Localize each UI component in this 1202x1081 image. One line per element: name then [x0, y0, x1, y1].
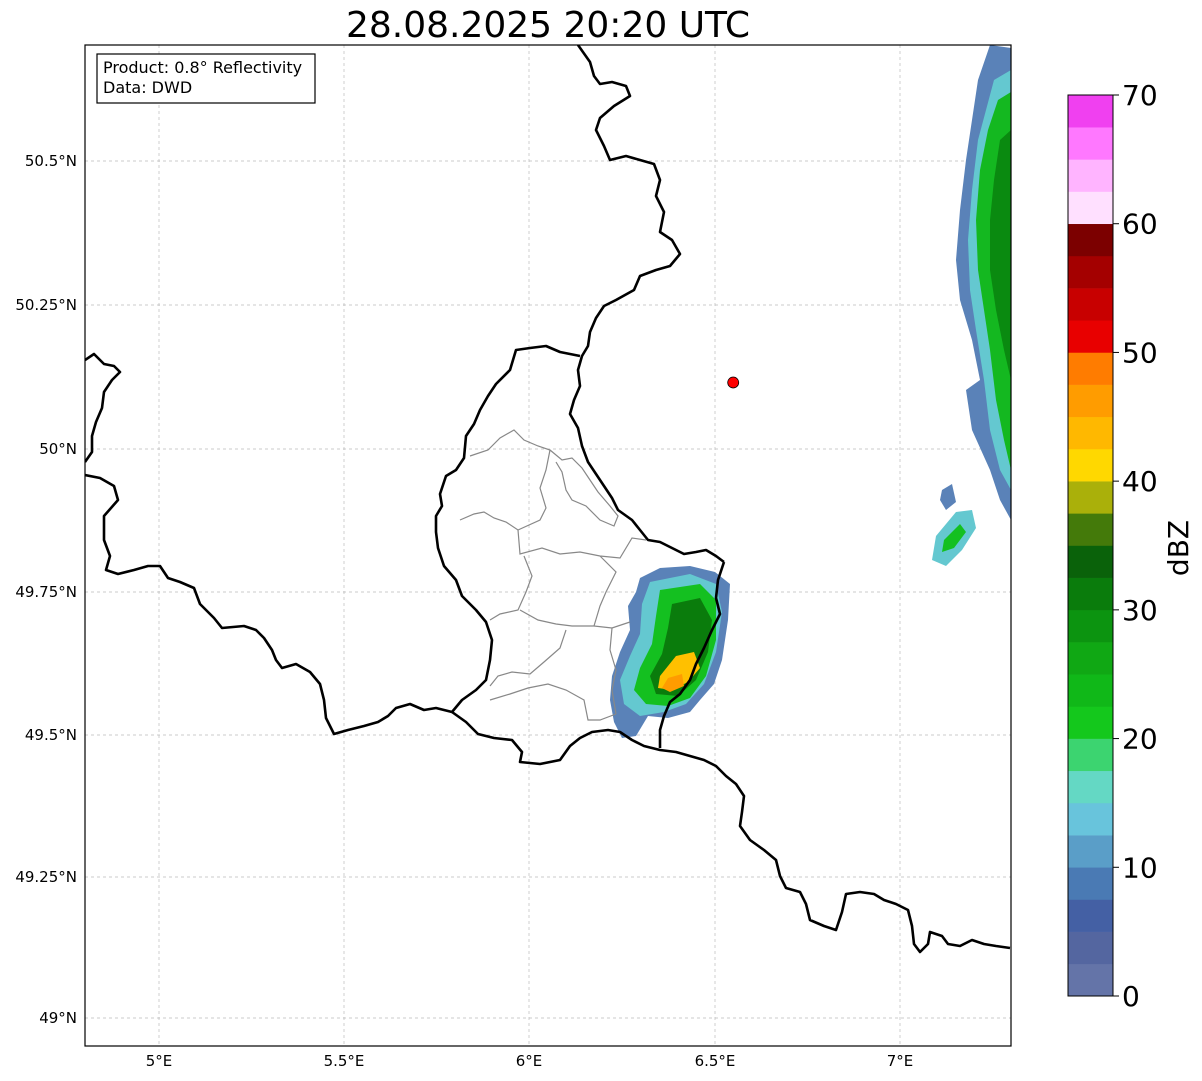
- y-tick-49-25n: 49.25°N: [15, 868, 77, 886]
- colorbar-segment: [1068, 416, 1113, 450]
- y-tick-49-75n: 49.75°N: [15, 583, 77, 601]
- border-be-de: [568, 45, 725, 564]
- canton-border-7: [489, 629, 567, 687]
- colorbar-segment: [1068, 899, 1113, 932]
- border-lu-de-mosel: [658, 561, 726, 748]
- colorbar-segment: [1068, 867, 1113, 900]
- colorbar-tick-label: 30: [1122, 594, 1158, 627]
- colorbar-segment: [1068, 384, 1113, 418]
- colorbar-tick-label: 0: [1122, 980, 1140, 1013]
- colorbar-segment: [1068, 448, 1113, 482]
- colorbar-segment: [1068, 95, 1113, 128]
- national-borders: [85, 45, 1011, 954]
- echo-core-orange: [662, 674, 684, 692]
- info-box: Product: 0.8° Reflectivity Data: DWD: [96, 53, 316, 104]
- canton-border-5: [519, 609, 631, 629]
- colorbar-segment: [1068, 674, 1113, 707]
- info-product: Product: 0.8° Reflectivity: [103, 58, 302, 77]
- colorbar-segment: [1068, 255, 1113, 289]
- border-fr-south: [451, 710, 1011, 954]
- colorbar-segment: [1068, 770, 1113, 804]
- colorbar-segment: [1068, 513, 1113, 546]
- colorbar-segment: [1068, 963, 1113, 997]
- colorbar-label: dBZ: [1162, 520, 1195, 576]
- colorbar-tick-label: 60: [1122, 208, 1158, 241]
- colorbar-segment: [1068, 545, 1113, 578]
- colorbar-segment: [1068, 352, 1113, 385]
- y-axis: 50.5°N 50.25°N 50°N 49.75°N 49.5°N 49.25…: [15, 152, 77, 1027]
- canton-border-4: [489, 555, 533, 621]
- colorbar-segment: [1068, 127, 1113, 160]
- border-nw: [85, 352, 122, 463]
- colorbar-tick-label: 50: [1122, 336, 1158, 369]
- colorbar-tick-label: 40: [1122, 465, 1158, 498]
- colorbar-segment: [1068, 642, 1113, 675]
- y-tick-49n: 49°N: [39, 1009, 77, 1027]
- colorbar-segment: [1068, 738, 1113, 772]
- colorbar-segment: [1068, 191, 1113, 225]
- radar-echo-band-east: [932, 45, 1011, 566]
- border-be-fr-west: [85, 473, 453, 736]
- y-tick-49-5n: 49.5°N: [25, 726, 77, 744]
- y-tick-50n: 50°N: [39, 440, 77, 458]
- map-grid: [85, 45, 1011, 1046]
- radar-site-marker[interactable]: [727, 376, 740, 389]
- colorbar-segment: [1068, 609, 1113, 643]
- x-tick-6-5e: 6.5°E: [695, 1052, 736, 1070]
- colorbar-segment: [1068, 577, 1113, 611]
- info-data: Data: DWD: [103, 78, 192, 97]
- colorbar-ticks: 0 10 20 30 40 50 60 70: [1113, 79, 1158, 1013]
- border-lu-west-north: [434, 344, 581, 713]
- x-tick-5-5e: 5.5°E: [324, 1052, 365, 1070]
- colorbar-segment: [1068, 802, 1113, 836]
- canton-borders: [459, 429, 647, 721]
- band-small-2-core: [942, 524, 966, 552]
- y-tick-50-25n: 50.25°N: [15, 296, 77, 314]
- colorbar-segment: [1068, 835, 1113, 868]
- map-frame: [84, 44, 1012, 1047]
- colorbar-segment: [1068, 223, 1113, 257]
- band-dark-green: [990, 130, 1011, 380]
- canton-border-9: [609, 627, 617, 715]
- colorbar-segment: [1068, 931, 1113, 965]
- colorbar-frame: [1067, 94, 1114, 997]
- canton-border-6: [593, 555, 617, 627]
- colorbar-tick-label: 10: [1122, 851, 1158, 884]
- x-tick-7e: 7°E: [887, 1052, 914, 1070]
- colorbar: [1068, 95, 1113, 997]
- colorbar-segment: [1068, 706, 1113, 739]
- colorbar-segment: [1068, 481, 1113, 514]
- x-axis: 5°E 5.5°E 6°E 6.5°E 7°E: [146, 1052, 914, 1070]
- map-title: 28.08.2025 20:20 UTC: [345, 5, 751, 46]
- y-tick-50-5n: 50.5°N: [25, 152, 77, 170]
- colorbar-tick-label: 70: [1122, 79, 1158, 112]
- radar-echo-cell-south: [610, 566, 730, 738]
- canton-border-1: [459, 429, 551, 531]
- colorbar-segment: [1068, 320, 1113, 353]
- colorbar-tick-label: 20: [1122, 723, 1158, 756]
- x-tick-5e: 5°E: [146, 1052, 173, 1070]
- canton-border-3: [517, 529, 647, 559]
- info-box-frame: [96, 53, 316, 104]
- x-tick-6e: 6°E: [516, 1052, 543, 1070]
- band-small-1: [940, 484, 956, 510]
- colorbar-segment: [1068, 288, 1113, 321]
- canton-border-2: [549, 449, 619, 527]
- canton-border-8: [489, 683, 617, 721]
- colorbar-segment: [1068, 159, 1113, 192]
